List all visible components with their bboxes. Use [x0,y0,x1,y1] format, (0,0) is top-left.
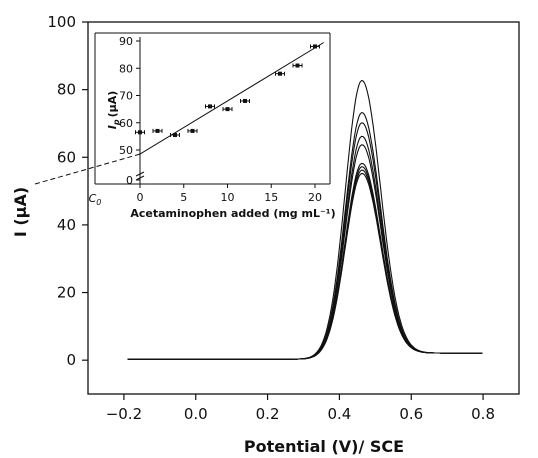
x-tick-label: 0.6 [399,405,423,423]
voltammogram-curve [127,172,483,360]
inset-origin-main: C [89,192,97,205]
x-tick-label: −0.2 [106,405,142,423]
inset-y-tick-label: 70 [119,90,133,103]
inset-y-axis-title-sub: p [112,119,121,126]
inset-x-tick-label: 15 [264,191,278,204]
inset-x-axis-title: Acetaminophen added (mg mL⁻¹) [130,207,335,220]
inset-y-zero-tick-label: 0 [126,174,133,187]
inset-data-point [173,133,177,138]
y-tick-label: 100 [47,13,76,31]
x-tick-label: 0.8 [471,405,495,423]
inset-fit-extrapolation [34,153,141,185]
inset-origin-label: C0 [89,192,102,207]
y-tick-label: 80 [57,81,76,99]
x-axis-title: Potential (V)/ SCE [244,437,404,456]
inset-data-point [155,128,160,133]
inset-data-point [313,44,317,49]
inset-plot: 0 5 10 15 20 50 60 70 80 90 0 Acetaminophen added … [34,32,336,220]
inset-ticks: 0 5 10 15 20 50 60 70 80 90 0 [119,35,322,204]
inset-data-point [295,63,300,68]
inset-x-tick-label: 20 [308,191,322,204]
y-tick-label: 20 [57,284,76,302]
inset-background [95,33,330,200]
x-tick-label: 0.4 [327,405,351,423]
inset-data-point [138,130,142,135]
inset-x-tick-label: 0 [137,191,144,204]
main-x-ticks: −0.2 0.0 0.2 0.4 0.6 0.8 [106,394,495,423]
x-tick-label: 0.0 [184,405,208,423]
voltammogram-curves [127,79,483,360]
y-tick-label: 40 [57,216,76,234]
inset-y-tick-label: 60 [119,117,133,130]
inset-axis-break [135,171,145,181]
inset-y-axis-title-unit: (µA) [106,91,119,118]
main-plot-frame [87,21,520,395]
inset-points [135,44,320,138]
y-tick-label: 60 [57,148,76,166]
main-y-ticks: 0 20 40 60 80 100 [47,13,88,369]
inset-data-point [190,128,195,133]
inset-data-point [225,107,230,112]
inset-y-tick-label: 80 [119,62,133,75]
inset-origin-sub: 0 [96,198,101,207]
inset-y-tick-label: 90 [119,35,133,48]
y-axis-title: I (µA) [11,187,30,237]
x-tick-label: 0.2 [256,405,280,423]
inset-y-axis-title: Ip(µA) [106,91,121,130]
inset-data-point [208,104,212,109]
inset-x-tick-label: 5 [180,191,187,204]
inset-x-tick-label: 10 [221,191,235,204]
inset-data-point [243,98,247,103]
inset-data-point [278,71,282,76]
y-tick-label: 0 [66,351,76,369]
inset-y-tick-label: 50 [119,144,133,157]
inset-y-axis-title-main: I [106,125,119,129]
